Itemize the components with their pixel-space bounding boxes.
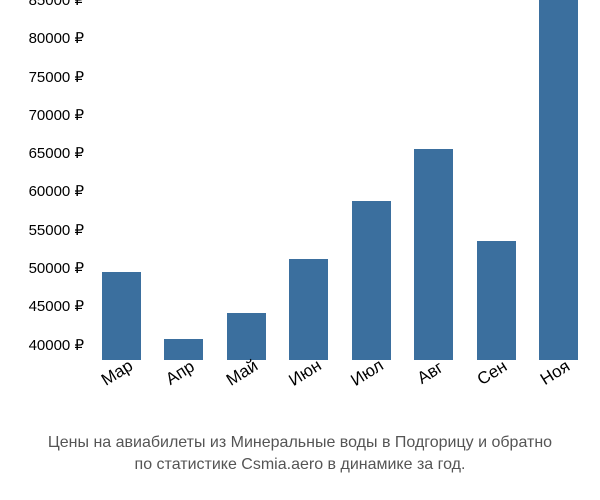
bar-slot (215, 0, 278, 360)
bar-slot (90, 0, 153, 360)
bars-container (90, 0, 590, 360)
bar-slot (465, 0, 528, 360)
y-axis: 40000 ₽ 45000 ₽ 50000 ₽ 55000 ₽ 60000 ₽ 65000… (0, 0, 90, 360)
y-tick-label: 50000 ₽ (29, 259, 84, 277)
x-axis: МарАпрМайИюнИюлАвгСенНоя (90, 362, 590, 420)
y-tick-label: 80000 ₽ (29, 29, 84, 47)
y-tick-label: 55000 ₽ (29, 221, 84, 239)
chart-caption: Цены на авиабилеты из Минеральные воды в… (0, 432, 600, 475)
bar (414, 149, 453, 360)
y-tick-label: 75000 ₽ (29, 68, 84, 86)
bar (102, 272, 141, 360)
x-tick-label: Ноя (523, 348, 600, 430)
bar (352, 201, 391, 360)
bar (289, 259, 328, 360)
bar (477, 241, 516, 360)
caption-line-2: по статистике Csmia.aero в динамике за г… (10, 454, 590, 476)
y-tick-label: 45000 ₽ (29, 297, 84, 315)
y-tick-label: 85000 ₽ (29, 0, 84, 9)
plot-area (90, 0, 590, 360)
bar-slot (403, 0, 466, 360)
bar-slot (340, 0, 403, 360)
bar-slot (278, 0, 341, 360)
y-tick-label: 60000 ₽ (29, 182, 84, 200)
bar (539, 0, 578, 360)
y-tick-label: 40000 ₽ (29, 336, 84, 354)
bar-slot (528, 0, 591, 360)
bar-slot (153, 0, 216, 360)
price-bar-chart: 40000 ₽ 45000 ₽ 50000 ₽ 55000 ₽ 60000 ₽ 65000… (0, 0, 600, 420)
y-tick-label: 70000 ₽ (29, 106, 84, 124)
y-tick-label: 65000 ₽ (29, 144, 84, 162)
caption-line-1: Цены на авиабилеты из Минеральные воды в… (10, 432, 590, 454)
